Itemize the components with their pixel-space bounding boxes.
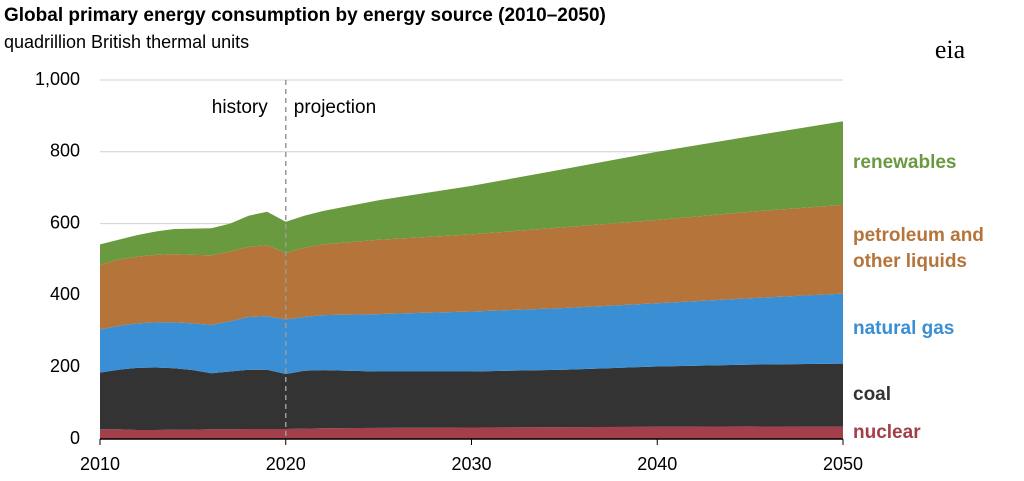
series-label: natural gas	[853, 317, 955, 339]
x-tick-label: 2050	[823, 454, 863, 474]
x-tick-label: 2020	[266, 454, 306, 474]
y-tick-label: 600	[50, 212, 80, 232]
annotation: history	[212, 97, 268, 118]
x-tick-label: 2030	[451, 454, 491, 474]
chart-subtitle: quadrillion British thermal units	[4, 32, 249, 52]
y-tick-label: 200	[50, 356, 80, 376]
area	[100, 363, 843, 431]
y-tick-label: 0	[70, 428, 80, 448]
x-tick-label: 2040	[637, 454, 677, 474]
annotation: projection	[294, 97, 376, 118]
series-label: renewables	[853, 152, 957, 174]
y-tick-label: 400	[50, 284, 80, 304]
series-label: petroleum and other liquids	[853, 225, 984, 273]
x-tick-label: 2010	[80, 454, 120, 474]
series-label: nuclear	[853, 421, 921, 443]
y-tick-label: 800	[50, 141, 80, 161]
series-label: coal	[853, 384, 892, 406]
chart-title: Global primary energy consumption by ene…	[4, 5, 606, 26]
areas	[100, 121, 843, 439]
y-tick-label: 1,000	[35, 69, 80, 89]
logo: eia	[935, 35, 966, 64]
